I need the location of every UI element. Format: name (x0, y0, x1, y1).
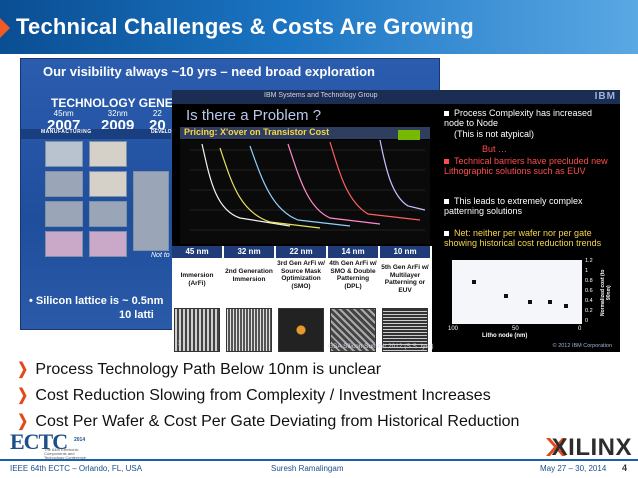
pricing-bar: Pricing: X'over on Transistor Cost (180, 127, 430, 139)
chevron-right-icon: ❯ (17, 387, 29, 404)
development-label: DEVELO (151, 129, 172, 135)
ibm-bullet: Technical barriers have precluded new Li… (444, 156, 608, 176)
data-point (564, 304, 568, 308)
chip-thumbnail (89, 141, 127, 167)
chip-thumbnail (45, 171, 83, 197)
data-point (528, 300, 532, 304)
tech-generation-label: TECHNOLOGY GENERA (51, 96, 191, 110)
transistor-cost-plot (180, 139, 430, 244)
data-point (548, 300, 552, 304)
silicon-lattice-line: • Silicon lattice is ~ 0.5nm (29, 295, 164, 307)
pattern-image (330, 308, 376, 352)
xilinx-wordmark: XILINX (551, 434, 632, 461)
ibm-bullet: Process Complexity has increased node to… (444, 108, 593, 128)
data-point (472, 280, 476, 284)
chip-thumbnail (45, 201, 83, 227)
lattice-line: 10 latti (119, 309, 154, 321)
table-cell: 3rd Gen ArFi w/ Source Mask Optimization… (277, 260, 325, 290)
chip-thumbnail (133, 171, 169, 251)
chip-thumbnail (45, 231, 83, 257)
ectc-wordmark: ECTC (10, 429, 68, 454)
mini-plot-area (452, 260, 582, 324)
chip-thumbnail (89, 171, 127, 197)
data-point (504, 294, 508, 298)
ibm-logo: IBM (594, 91, 616, 102)
mini-y-tick: 0.4 (585, 298, 593, 304)
footer-date: May 27 – 30, 2014 (540, 464, 607, 473)
table-col-header: 45 nm (172, 246, 222, 258)
ibm-group-label: IBM Systems and Technology Group (264, 92, 378, 99)
pattern-image (382, 308, 428, 352)
mini-y-tick: 1 (585, 268, 589, 274)
xilinx-logo-icon (546, 438, 566, 456)
not-to-scale-label: Not to (151, 252, 170, 259)
mini-y-tick: 1.2 (585, 258, 593, 264)
pricing-label: Pricing: X'over on Transistor Cost (184, 127, 330, 137)
ibm-copyright: © 2012 IBM Corporation (552, 343, 612, 349)
footer-speaker: Suresh Ramalingam (271, 464, 344, 473)
ectc-subtitle: The 64th Electronic Components and Techn… (44, 447, 87, 460)
back-slide-heading: Our visibility always ~10 yrs – need bro… (43, 64, 375, 79)
title-accent-icon (0, 18, 10, 38)
table-cell: 5th Gen ArFi w/ Multilayer Patterning or… (381, 264, 429, 294)
table-cell: 4th Gen ArFi w/ SMO & Double Patterning … (329, 260, 377, 290)
mini-y-label: Normalized cost (to 90nm) (600, 269, 612, 317)
ectc-year: 2014 (74, 437, 86, 443)
ibm-bullet: Net: neither per wafer nor per gate show… (444, 228, 602, 248)
footer-conference: IEEE 64th ECTC – Orlando, FL, USA (10, 464, 143, 473)
pattern-image (174, 308, 220, 352)
title-bar: Technical Challenges & Costs Are Growing (0, 0, 638, 54)
mini-x-tick: 50 (512, 326, 519, 332)
litho-node-table: 45 nm 32 nm 22 nm 14 nm 10 nm Immersion … (172, 246, 432, 352)
mini-y-tick: 0.8 (585, 278, 593, 284)
chip-thumbnail (89, 201, 127, 227)
pattern-image (278, 308, 324, 352)
chevron-right-icon: ❯ (17, 361, 29, 378)
mini-x-tick: 0 (578, 326, 582, 332)
chip-thumbnail (45, 141, 83, 167)
normalized-cost-chart: 100 50 0 Litho node (nm) 1.2 1 0.8 0.6 0… (444, 258, 620, 339)
inner-page-number: 3 (178, 341, 182, 347)
front-slide-image: IBM Systems and Technology Group IBM Is … (172, 90, 620, 352)
mini-x-tick: 100 (448, 326, 459, 332)
table-col-header: 10 nm (380, 246, 430, 258)
chip-thumbnail (89, 231, 127, 257)
cost-curves-graphic (190, 139, 426, 231)
problem-question: Is there a Problem ? (186, 107, 322, 124)
table-cell: 2nd Generation Immersion (225, 268, 273, 283)
table-col-header: 14 nm (328, 246, 378, 258)
table-cell: Immersion (ArFi) (180, 272, 214, 287)
page-number: 4 (622, 463, 628, 473)
table-col-header: 22 nm (276, 246, 326, 258)
table-col-header: 32 nm (224, 246, 274, 258)
ectc-logo: ECTC 2014 The 64th Electronic Components… (10, 429, 86, 460)
pattern-image (226, 308, 272, 352)
summit-label: GSA Silicon Summit 2012 (S.S. Iyer) (328, 343, 434, 350)
ibm-bullet: But … (482, 144, 508, 154)
mini-x-label: Litho node (nm) (482, 333, 528, 339)
chevron-right-icon: ❯ (17, 413, 29, 430)
main-bullet: ❯ Cost Reduction Slowing from Complexity … (17, 387, 491, 404)
ibm-bullet: (This is not atypical) (454, 129, 535, 139)
footer-divider (0, 459, 638, 461)
mini-y-tick: 0.2 (585, 308, 593, 314)
mini-y-tick: 0.6 (585, 288, 593, 294)
ibm-header-bar: IBM Systems and Technology Group IBM (172, 90, 620, 104)
slide-title: Technical Challenges & Costs Are Growing (16, 14, 474, 39)
mini-y-tick: 0 (585, 318, 589, 324)
main-bullet: ❯ Cost Per Wafer & Cost Per Gate Deviatin… (17, 413, 520, 430)
ibm-bullet: This leads to extremely complex patterni… (444, 196, 583, 216)
main-bullet: ❯ Process Technology Path Below 10nm is u… (17, 361, 382, 378)
manufacturing-bar: MANUFACTURING (21, 129, 171, 139)
